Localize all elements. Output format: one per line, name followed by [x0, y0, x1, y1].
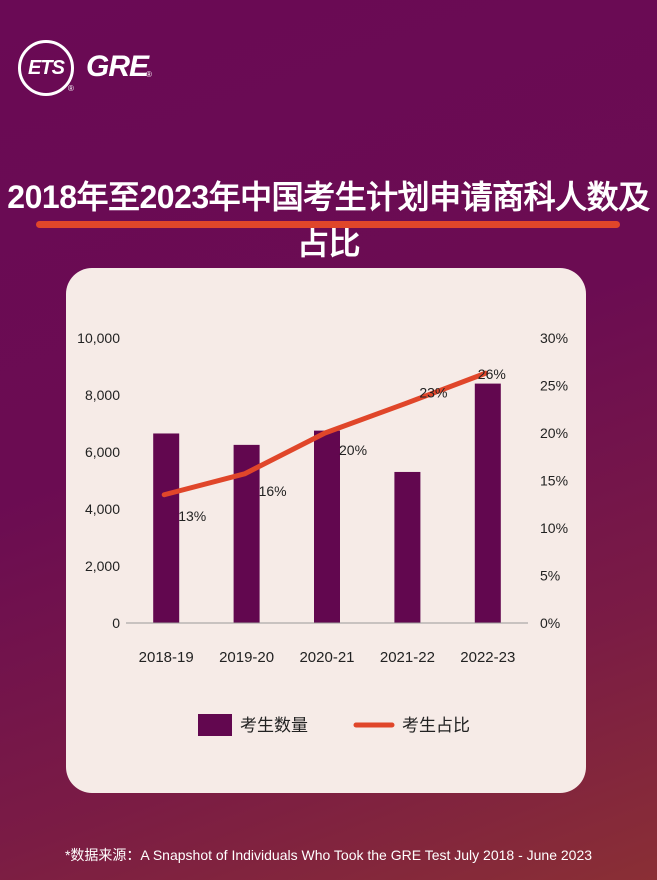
x-tick-label: 2019-20 [219, 649, 274, 666]
y-tick-label: 10,000 [77, 330, 120, 346]
y-tick-label: 4,000 [85, 501, 120, 517]
y2-tick-label: 20% [540, 425, 568, 441]
legend-swatch-bar [198, 714, 232, 736]
data-label: 26% [478, 366, 506, 382]
y2-tick-label: 10% [540, 520, 568, 536]
bar-2021-22 [394, 471, 421, 623]
data-label: 13% [178, 508, 206, 524]
legend-label-bar: 考生数量 [240, 716, 308, 735]
y-tick-label: 0 [112, 615, 120, 631]
y2-tick-label: 25% [540, 378, 568, 394]
title-underline [36, 221, 620, 228]
y2-tick-label: 0% [540, 615, 560, 631]
ets-logo: ETS [18, 40, 74, 96]
gre-registered-mark: ® [146, 70, 152, 79]
bar-2018-19 [153, 433, 180, 623]
data-label: 16% [259, 483, 287, 499]
y2-tick-label: 15% [540, 473, 568, 489]
combo-chart: 0 2,000 4,000 6,000 8,000 10,000 0% 5% 10% 15% 20%… [77, 330, 568, 736]
data-label: 20% [339, 442, 367, 458]
y-tick-label: 2,000 [85, 558, 120, 574]
gre-logo-text: GRE [86, 50, 149, 83]
y-tick-label: 8,000 [85, 387, 120, 403]
ets-gre-logo: ETS ® GRE ® [18, 40, 218, 96]
share-line [161, 370, 489, 498]
y2-tick-label: 5% [540, 568, 560, 584]
data-label: 23% [419, 385, 447, 401]
bar-2020-21 [314, 430, 340, 623]
ets-logo-text: ETS [28, 56, 65, 79]
ets-registered-mark: ® [68, 84, 74, 93]
x-tick-label: 2020-21 [299, 649, 354, 666]
y-tick-label: 6,000 [85, 444, 120, 460]
bar-2022-23 [474, 383, 501, 623]
legend-label-line: 考生占比 [402, 716, 470, 735]
page-title: 2018年至2023年中国考生计划申请商科人数及占比 [7, 179, 650, 261]
x-tick-label: 2022-23 [460, 649, 515, 666]
y2-tick-label: 30% [540, 330, 568, 346]
source-note: *数据来源：A Snapshot of Individuals Who Took… [64, 847, 593, 863]
x-tick-label: 2021-22 [380, 649, 435, 666]
x-tick-label: 2018-19 [139, 649, 194, 666]
chart-card: 0 2,000 4,000 6,000 8,000 10,000 0% 5% 10% 15% 20%… [66, 268, 586, 793]
